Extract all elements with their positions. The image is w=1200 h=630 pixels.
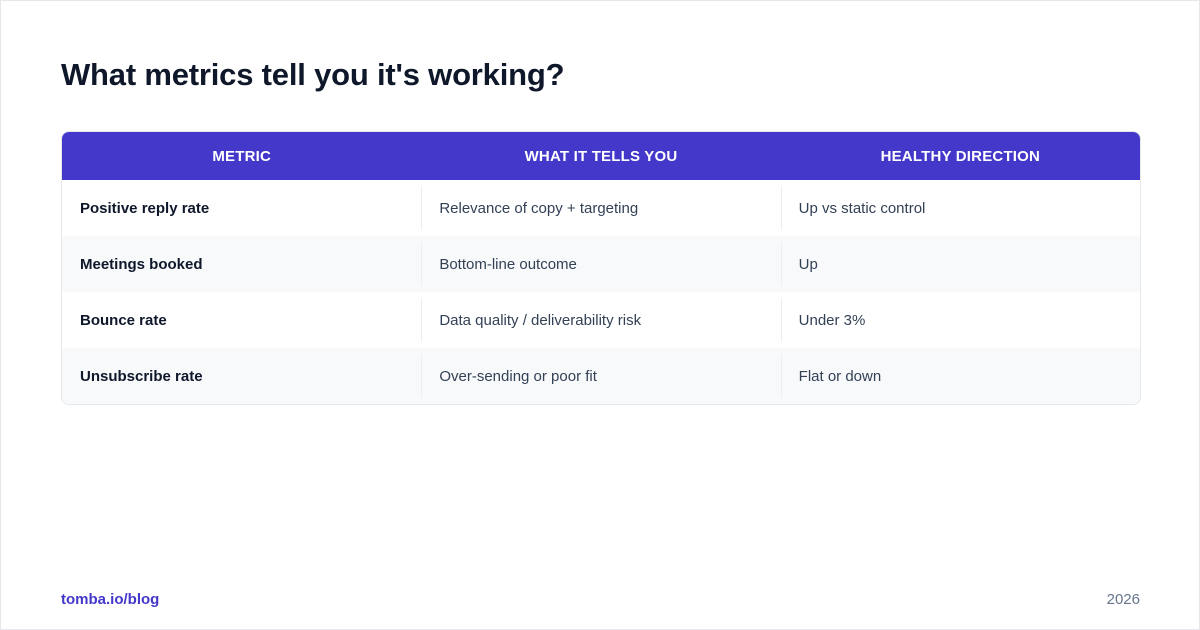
metrics-table-grid: METRIC WHAT IT TELLS YOU HEALTHY DIRECTI… (62, 132, 1140, 404)
direction-cell: Up vs static control (780, 180, 1140, 236)
footer-year: 2026 (1106, 591, 1140, 608)
table-row: Bounce rate Data quality / deliverabilit… (62, 292, 1140, 348)
metric-cell: Meetings booked (62, 236, 422, 292)
page-title: What metrics tell you it's working? (61, 57, 565, 92)
direction-cell: Up (780, 236, 1140, 292)
footer-source-link[interactable]: tomba.io/blog (61, 591, 160, 608)
metric-cell: Unsubscribe rate (62, 348, 422, 404)
table-header-row: METRIC WHAT IT TELLS YOU HEALTHY DIRECTI… (62, 132, 1140, 180)
table-row: Positive reply rate Relevance of copy + … (62, 180, 1140, 236)
table-row: Meetings booked Bottom-line outcome Up (62, 236, 1140, 292)
column-header-healthy-direction: HEALTHY DIRECTION (880, 147, 1041, 165)
table-body: Positive reply rate Relevance of copy + … (62, 180, 1140, 404)
column-header-what-it-tells-you: WHAT IT TELLS YOU (524, 147, 678, 165)
direction-cell: Under 3% (780, 292, 1140, 348)
meaning-cell: Data quality / deliverability risk (421, 292, 780, 348)
table-header: METRIC WHAT IT TELLS YOU HEALTHY DIRECTI… (62, 132, 1140, 180)
table-row: Unsubscribe rate Over-sending or poor fi… (62, 348, 1140, 404)
direction-cell: Flat or down (780, 348, 1140, 404)
meaning-cell: Bottom-line outcome (421, 236, 781, 292)
column-header-metric: METRIC (212, 147, 272, 165)
metric-cell: Positive reply rate (80, 199, 210, 217)
metric-cell: Bounce rate (80, 311, 167, 329)
metrics-table: METRIC WHAT IT TELLS YOU HEALTHY DIRECTI… (61, 131, 1141, 405)
meaning-cell: Over-sending or poor fit (421, 348, 781, 404)
meaning-cell: Relevance of copy + targeting (421, 180, 780, 236)
